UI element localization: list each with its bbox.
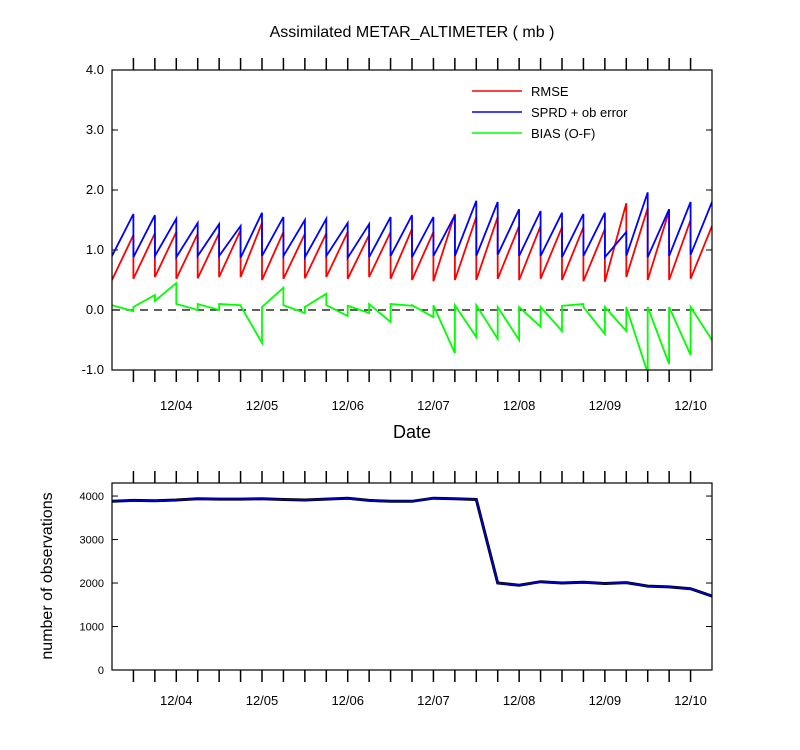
top-chart-frame <box>111 69 713 371</box>
bottom-chart-axes: 4000 3000 2000 1000 0 12/04 12/05 12/06 12/07 12/… <box>80 471 712 708</box>
bottom-chart-series <box>112 496 712 598</box>
y-tick-label: 3000 <box>80 535 104 547</box>
x-tick-label: 12/06 <box>331 693 364 708</box>
x-tick-label: 12/06 <box>331 398 364 413</box>
y-tick-label: 2000 <box>80 578 104 590</box>
y-tick-label: -1.0 <box>82 362 104 377</box>
y-tick-label: 4000 <box>80 491 104 503</box>
x-tick-label: 12/05 <box>246 398 279 413</box>
x-tick-label: 12/05 <box>246 693 279 708</box>
x-axis-label: Date <box>393 422 431 442</box>
bottom-chart-frame <box>111 482 713 671</box>
y-tick-label: 1.0 <box>86 242 104 257</box>
x-tick-label: 12/04 <box>160 398 193 413</box>
legend-label-spread: SPRD + ob error <box>531 105 628 120</box>
legend-label-rmse: RMSE <box>531 84 569 99</box>
series-line-number-of-observations <box>112 497 712 597</box>
x-tick-label: 12/04 <box>160 693 193 708</box>
series-line-sprd-ob-error <box>112 192 712 261</box>
x-tick-label: 12/08 <box>503 693 536 708</box>
x-tick-label: 12/09 <box>589 398 622 413</box>
y-axis-label-observations: number of observations <box>39 492 56 659</box>
x-tick-label: 12/10 <box>674 398 707 413</box>
series-line-bias-o-f- <box>112 281 712 370</box>
y-tick-label: 2.0 <box>86 182 104 197</box>
y-tick-label: 4.0 <box>86 62 104 77</box>
top-chart-axes: 4.0 3.0 2.0 1.0 0.0 -1.0 12/04 12/05 12/06 12/07 1… <box>82 58 712 413</box>
y-tick-label: 0.0 <box>86 302 104 317</box>
legend: RMSE SPRD + ob error BIAS (O-F) <box>472 84 628 141</box>
chart-title: Assimilated METAR_ALTIMETER ( mb ) <box>270 24 555 41</box>
x-tick-label: 12/09 <box>589 693 622 708</box>
y-tick-label: 3.0 <box>86 122 104 137</box>
top-chart-series <box>112 192 712 370</box>
y-tick-label: 1000 <box>80 622 104 634</box>
x-tick-label: 12/10 <box>674 693 707 708</box>
x-tick-label: 12/08 <box>503 398 536 413</box>
x-tick-label: 12/07 <box>417 398 450 413</box>
series-line-shadow <box>112 496 712 598</box>
legend-label-bias: BIAS (O-F) <box>531 126 595 141</box>
y-tick-label: 0 <box>98 665 104 677</box>
x-tick-label: 12/07 <box>417 693 450 708</box>
